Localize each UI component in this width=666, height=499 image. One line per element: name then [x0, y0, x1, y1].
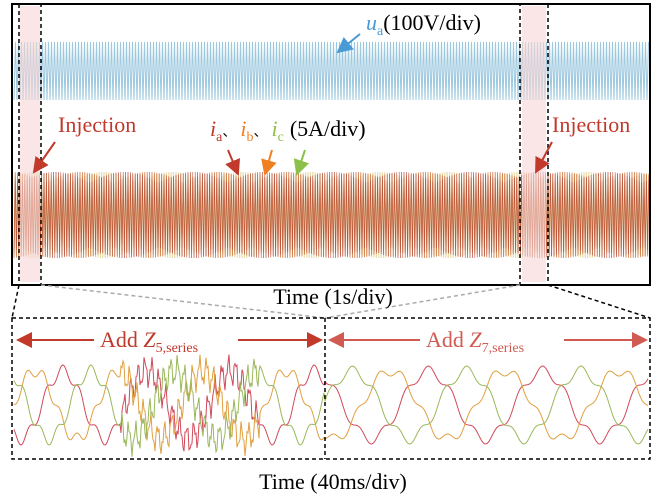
injection-label: Injection: [58, 112, 136, 137]
current-label: ia、ib、ic(5A/div): [210, 116, 366, 145]
x-label: Time (40ms/div): [259, 469, 407, 494]
zoom-wave: [14, 355, 648, 457]
zoom-line: [12, 285, 19, 318]
arrow: [265, 150, 272, 174]
x-label: Time (1s/div): [273, 284, 393, 309]
voltage-label: ua(100V/div): [366, 10, 481, 39]
figure: ua(100V/div) Injection Injection ia、ib、i…: [0, 0, 666, 499]
voltage-wave: [14, 42, 649, 100]
zoom-wave: [14, 355, 648, 456]
waveforms: [14, 42, 649, 457]
arrow: [297, 150, 305, 174]
injection-shade: [522, 6, 546, 282]
zoom-line: [548, 285, 650, 318]
arrow: [228, 150, 238, 174]
injection-shade: [20, 6, 40, 282]
injection-label: Injection: [552, 112, 630, 137]
